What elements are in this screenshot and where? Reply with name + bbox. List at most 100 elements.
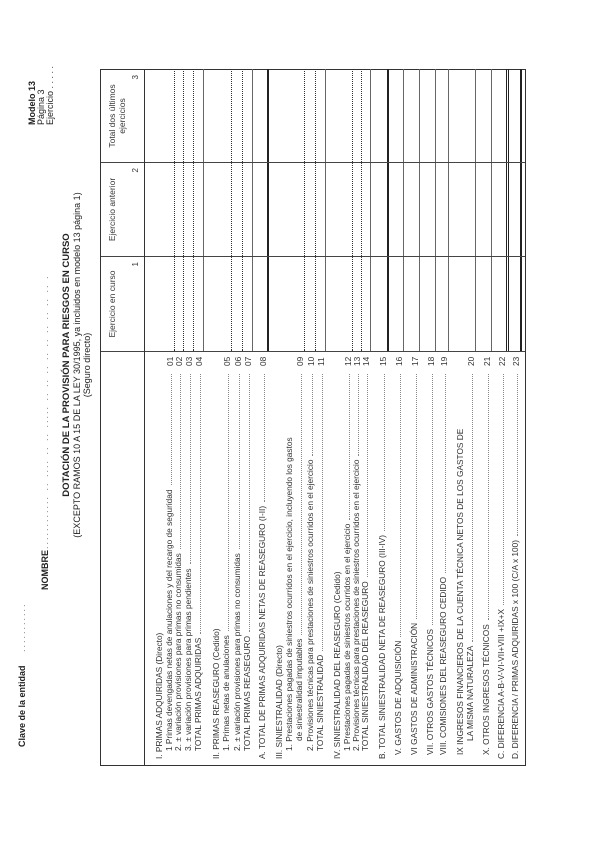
- value-cell-03-col1[interactable]: [193, 257, 194, 351]
- value-cell-19-col3[interactable]: [448, 69, 449, 162]
- row-label: TOTAL SINIESTRALIDAD DEL REASEGURO: [360, 581, 370, 751]
- value-cell-08-col2[interactable]: [267, 163, 269, 256]
- table-row: IX INGRESOS FINANCIEROS DE LA CUENTA TÉC…: [455, 370, 465, 755]
- value-cell-15-col3[interactable]: [387, 69, 389, 162]
- column-header-label: Total dos últimos ejercicios: [107, 84, 127, 148]
- value-cell-01-col3[interactable]: [174, 69, 175, 162]
- clave-label: Clave de la entidad: [17, 665, 27, 747]
- value-cell-23-col3[interactable]: [520, 69, 522, 162]
- value-cell-11-col1[interactable]: [325, 257, 326, 351]
- value-cell-20-col2[interactable]: [475, 163, 476, 256]
- value-cell-23-col1[interactable]: [520, 257, 522, 351]
- value-cell-09-col1[interactable]: [304, 257, 305, 351]
- value-cell-14-col1[interactable]: [370, 257, 371, 351]
- value-cell-05-col1[interactable]: [231, 257, 232, 351]
- table-row: LA MISMA NATURALEZA: [465, 370, 475, 741]
- value-cell-11-col2[interactable]: [325, 163, 326, 256]
- table-row: D. DIFERENCIA / PRIMAS ADQUIRIDAS x 100 …: [510, 370, 520, 759]
- dot-leader: [239, 374, 240, 550]
- value-cell-17-col3[interactable]: [419, 69, 420, 162]
- value-cell-04-col1[interactable]: [203, 257, 204, 351]
- value-cell-02-col1[interactable]: [183, 257, 184, 351]
- value-cell-20-col1[interactable]: [475, 257, 476, 351]
- value-cell-03-col3[interactable]: [193, 69, 194, 162]
- table-row: 2. Provisiones técnicas para prestacione…: [305, 370, 315, 751]
- value-cell-09-col3[interactable]: [304, 69, 305, 162]
- value-cell-16-col2[interactable]: [403, 163, 404, 256]
- value-cell-05-col2[interactable]: [231, 163, 232, 256]
- value-cell-05-col3[interactable]: [231, 69, 232, 162]
- value-cell-22-col2[interactable]: [506, 163, 509, 256]
- value-cell-22-col3[interactable]: [506, 69, 509, 162]
- value-cell-21-col3[interactable]: [491, 69, 492, 162]
- dot-leader: [264, 374, 265, 502]
- value-cell-14-col2[interactable]: [370, 163, 371, 256]
- value-cell-22-col1[interactable]: [506, 257, 509, 351]
- dot-leader: [432, 374, 433, 625]
- value-cell-08-col1[interactable]: [267, 257, 269, 351]
- row-code: 15: [378, 356, 388, 366]
- value-cell-07-col1[interactable]: [252, 257, 253, 351]
- value-cell-15-col2[interactable]: [387, 163, 389, 256]
- value-cell-13-col2[interactable]: [361, 163, 362, 256]
- value-cell-01-col2[interactable]: [174, 163, 175, 256]
- value-cell-15-col1[interactable]: [387, 257, 389, 351]
- value-cell-02-col3[interactable]: [183, 69, 184, 162]
- row-code: 22: [497, 356, 507, 366]
- value-cell-19-col1[interactable]: [448, 257, 449, 351]
- value-cell-19-col2[interactable]: [448, 163, 449, 256]
- dot-leader: [416, 374, 417, 619]
- value-cell-07-col2[interactable]: [252, 163, 253, 256]
- value-cell-10-col3[interactable]: [315, 69, 316, 162]
- row-code: 21: [482, 356, 492, 366]
- table-row: VI GASTOS DE ADMINISTRACIÓN: [409, 370, 419, 755]
- row-code: 08: [258, 356, 268, 366]
- value-cell-13-col1[interactable]: [361, 257, 362, 351]
- value-cell-13-col3[interactable]: [361, 69, 362, 162]
- row-label: VIII. COMISIONES DEL REASEGURO CEDIDO: [438, 576, 448, 755]
- row-label: B. TOTAL SINIESTRALIDAD NETA DE REASEGUR…: [377, 534, 387, 759]
- dot-leader: [312, 374, 313, 456]
- value-cell-17-col2[interactable]: [419, 163, 420, 256]
- row-label: 2. ± variación provisiones para primas n…: [173, 553, 183, 751]
- value-cell-23-col2[interactable]: [520, 163, 522, 256]
- value-cell-03-col2[interactable]: [193, 163, 194, 256]
- value-cell-12-col1[interactable]: [352, 257, 353, 351]
- value-cell-12-col2[interactable]: [352, 163, 353, 256]
- value-cell-14-col3[interactable]: [370, 69, 371, 162]
- value-cell-21-col2[interactable]: [491, 163, 492, 256]
- value-cell-04-col2[interactable]: [203, 163, 204, 256]
- row-label: X. OTROS INGRESOS TÉCNICOS: [481, 624, 491, 755]
- value-cell-18-col1[interactable]: [435, 257, 436, 351]
- row-label: VI GASTOS DE ADMINISTRACIÓN: [409, 622, 419, 755]
- value-cell-18-col2[interactable]: [435, 163, 436, 256]
- value-cell-18-col3[interactable]: [435, 69, 436, 162]
- value-cell-16-col1[interactable]: [403, 257, 404, 351]
- value-cell-06-col2[interactable]: [242, 163, 243, 256]
- value-cell-06-col1[interactable]: [242, 257, 243, 351]
- value-cell-12-col3[interactable]: [352, 69, 353, 162]
- column-number: 2: [131, 168, 140, 173]
- row-code: 03: [184, 356, 194, 366]
- row-label: TOTAL SINIESTRALIDAD: [315, 654, 325, 751]
- row-code: 09: [295, 356, 305, 366]
- nombre-field[interactable]: ............ .. .... .. .. ..... .. .. .…: [40, 274, 50, 549]
- value-cell-17-col1[interactable]: [419, 257, 420, 351]
- value-cell-04-col3[interactable]: [203, 69, 204, 162]
- value-cell-09-col2[interactable]: [304, 163, 305, 256]
- value-cell-11-col3[interactable]: [325, 69, 326, 162]
- value-cell-01-col1[interactable]: [174, 257, 175, 351]
- value-cell-08-col3[interactable]: [267, 69, 269, 162]
- value-cell-07-col3[interactable]: [252, 69, 253, 162]
- row-label: D. DIFERENCIA / PRIMAS ADQUIRIDAS x 100 …: [510, 539, 520, 759]
- table-row: de siniestralidad imputables: [294, 370, 304, 741]
- value-cell-20-col3[interactable]: [475, 69, 476, 162]
- clave-field[interactable]: ...........: [17, 602, 27, 652]
- value-cell-10-col2[interactable]: [315, 163, 316, 256]
- value-cell-21-col1[interactable]: [491, 257, 492, 351]
- value-cell-02-col2[interactable]: [183, 163, 184, 256]
- value-cell-16-col3[interactable]: [403, 69, 404, 162]
- value-cell-06-col3[interactable]: [242, 69, 243, 162]
- value-cell-10-col1[interactable]: [315, 257, 316, 351]
- row-code: 20: [466, 356, 476, 366]
